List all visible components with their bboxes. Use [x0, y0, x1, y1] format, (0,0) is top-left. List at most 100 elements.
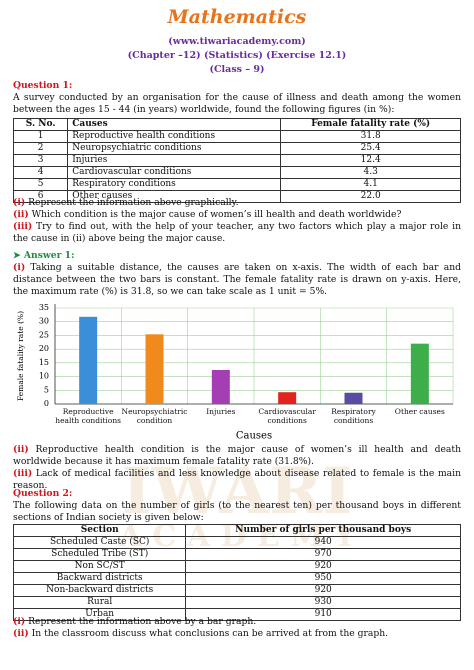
cell: 6 [12, 190, 69, 203]
cell: Reproductive health conditions [67, 130, 282, 143]
y-tick-label: 15 [39, 358, 49, 367]
parts: (i) Represent the information above grap… [13, 197, 461, 245]
header-cell: Section [12, 524, 187, 537]
header-row: Section Number of girls per thousand boys [12, 524, 461, 537]
question-text: The following data on the number of girl… [13, 500, 461, 523]
cell: 940 [185, 536, 461, 549]
row: 4 Cardiovascular conditions 4.3 [12, 166, 461, 179]
part: (ii) In the classroom discuss what concl… [13, 628, 461, 640]
watermark: IWARI [121, 454, 353, 529]
part-number: (ii) [13, 444, 29, 455]
bar [145, 334, 164, 404]
x-tick-label: Cardiovascular conditions [258, 407, 316, 425]
row: 2 Neuropsychiatric conditions 25.4 [12, 142, 461, 155]
row: Non-backward districts 920 [12, 584, 461, 597]
part-number: (i) [13, 262, 26, 273]
cell: Scheduled Tribe (ST) [12, 548, 187, 561]
header-cell: Number of girls per thousand boys [185, 524, 461, 537]
cell: 31.8 [280, 130, 461, 143]
cell: 930 [185, 596, 461, 609]
cell: Scheduled Caste (SC) [12, 536, 187, 549]
cell: Backward districts [12, 572, 187, 585]
class: (Class – 9) [209, 64, 265, 75]
part-number: (i) [13, 616, 26, 627]
cell: Other causes [67, 190, 282, 203]
answer-label: ➤ Answer 1: [13, 250, 75, 261]
question-label: Question 1: [13, 80, 73, 91]
bar [211, 369, 230, 404]
bar [79, 316, 98, 404]
part-text: Which condition is the major cause of wo… [28, 209, 402, 220]
row: 5 Respiratory conditions 4.1 [12, 178, 461, 191]
cell: Urban [12, 608, 187, 621]
table: S. No. Causes Female fatality rate (%) 1 Rep… [12, 118, 461, 203]
part-number: (i) [13, 197, 26, 208]
title: Mathematics [167, 6, 307, 28]
x-tick-label: Respiratory conditions [331, 407, 376, 425]
table-container: Section Number of girls per thousand boys… [12, 524, 461, 621]
part-text: In the classroom discuss what conclusion… [28, 628, 389, 639]
header-cell: S. No. [12, 118, 69, 131]
part-text: Represent the information above graphica… [25, 197, 239, 208]
cell: 1 [12, 130, 69, 143]
part-text: Taking a suitable distance, the causes a… [13, 262, 461, 297]
part: (ii) Which condition is the major cause … [13, 209, 461, 221]
bar [344, 392, 363, 404]
cell: 970 [185, 548, 461, 561]
y-tick-label: 5 [44, 385, 49, 394]
part: (ii) Reproductive health condition is th… [13, 444, 461, 468]
x-tick-label: Neuropsychiatric condition [121, 407, 188, 425]
chart: 0 5 10 15 20 25 30 35 Female fatality rate (%) Ca… [16, 303, 454, 442]
cell: 4.3 [280, 166, 461, 179]
cell: 3 [12, 154, 69, 167]
cell: Non SC/ST [12, 560, 187, 573]
cell: Non-backward districts [12, 584, 187, 597]
cell: 4 [12, 166, 69, 179]
part: (i) Represent the information above grap… [13, 197, 461, 209]
table: Section Number of girls per thousand boys… [12, 524, 461, 621]
table-container: S. No. Causes Female fatality rate (%) 1 Rep… [12, 118, 461, 203]
part: (iii) Try to find out, with the help of … [13, 221, 461, 245]
answer-part: (ii) Reproductive health condition is th… [13, 444, 461, 492]
row: 6 Other causes 22.0 [12, 190, 461, 203]
part-text: Reproductive health condition is the maj… [13, 444, 461, 467]
cell: Respiratory conditions [67, 178, 282, 191]
cell: Injuries [67, 154, 282, 167]
chapter: (Chapter –12) (Statistics) (Exercise 12.… [127, 50, 347, 61]
y-tick-label: 20 [39, 344, 49, 353]
x-tick-label: Reproductive health conditions [55, 407, 122, 425]
y-axis-label: Female fatality rate (%) [16, 311, 25, 401]
answer-label-text: Answer 1: [23, 250, 75, 261]
cell: 25.4 [280, 142, 461, 155]
cell: Neuropsychiatric conditions [67, 142, 282, 155]
bar [410, 343, 429, 404]
question-text: A survey conducted by an organisation fo… [13, 92, 461, 115]
x-tick-label: Injuries [206, 407, 236, 416]
y-tick-label: 25 [39, 330, 49, 339]
part-number: (iii) [13, 468, 33, 479]
bar [278, 392, 297, 404]
cell: 920 [185, 584, 461, 597]
cell: 920 [185, 560, 461, 573]
header-cell: Female fatality rate (%) [280, 118, 461, 131]
header-row: S. No. Causes Female fatality rate (%) [12, 118, 461, 131]
parts: (i) Represent the information above by a… [13, 616, 461, 640]
row: Urban 910 [12, 608, 461, 621]
x-axis-label: Causes [236, 431, 272, 442]
cell: 22.0 [280, 190, 461, 203]
cell: 2 [12, 142, 69, 155]
part-text: Lack of medical facilities and less know… [13, 468, 461, 491]
row: Scheduled Caste (SC) 940 [12, 536, 461, 549]
part-text: Try to find out, with the help of your t… [13, 221, 461, 244]
question-label: Question 2: [13, 488, 73, 499]
row: Scheduled Tribe (ST) 970 [12, 548, 461, 561]
chart-container: 0 5 10 15 20 25 30 35 Female fatality rate (%) Ca… [13, 298, 461, 444]
cell: 910 [185, 608, 461, 621]
part-text: Represent the information above by a bar… [25, 616, 257, 627]
cell: 4.1 [280, 178, 461, 191]
part: (i) Represent the information above by a… [13, 616, 461, 628]
part: (iii) Lack of medical facilities and les… [13, 468, 461, 492]
row: Rural 930 [12, 596, 461, 609]
header-cell: Causes [67, 118, 282, 131]
